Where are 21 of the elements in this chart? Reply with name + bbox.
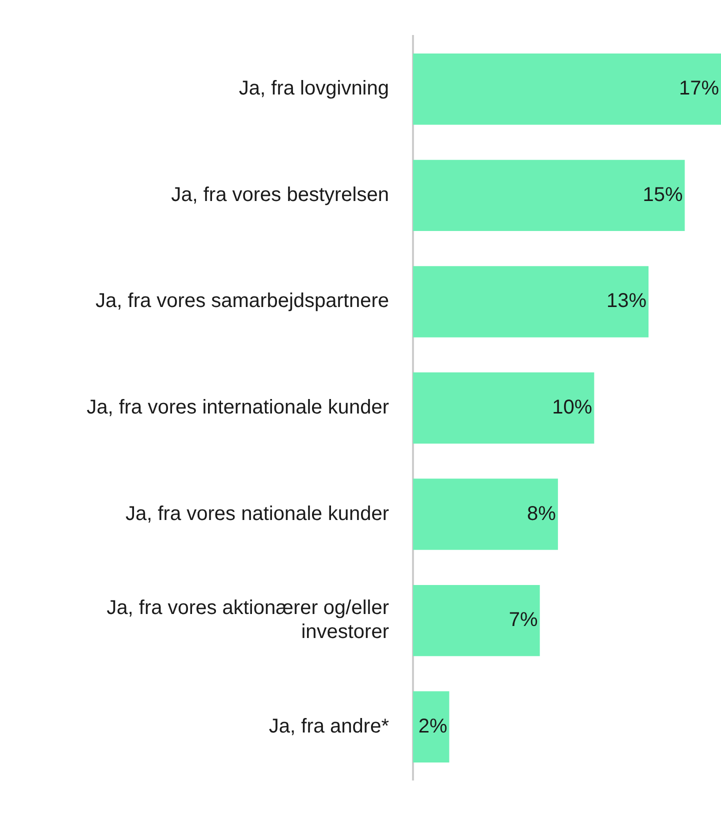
y-tick-label: Ja, fra vores nationale kunder xyxy=(126,502,390,525)
data-label: 7% xyxy=(508,609,538,632)
data-label: 17% xyxy=(678,78,720,100)
bar xyxy=(413,478,558,550)
y-tick-label: Ja, fra vores internationale kunder xyxy=(86,396,390,419)
bar xyxy=(413,160,685,232)
data-label: 13% xyxy=(606,290,647,312)
data-label: 8% xyxy=(527,502,556,525)
y-tick-label: Ja, fra lovgivning xyxy=(238,78,389,100)
data-label: 10% xyxy=(552,396,592,419)
bar xyxy=(413,372,594,444)
bar xyxy=(413,54,721,125)
y-tick-label: Ja, fra andre* xyxy=(268,715,390,738)
y-tick-label: Ja, fra vores bestyrelsen xyxy=(171,184,389,206)
y-tick-label: Ja, fra vores samarbejdspartnere xyxy=(96,290,389,312)
bar xyxy=(413,691,450,762)
y-tick-label: Ja, fra vores aktionærer og/eller investorer xyxy=(106,597,390,644)
bar xyxy=(413,266,649,338)
bar xyxy=(413,584,540,656)
data-label: 15% xyxy=(642,184,683,206)
data-label: 2% xyxy=(418,715,448,738)
